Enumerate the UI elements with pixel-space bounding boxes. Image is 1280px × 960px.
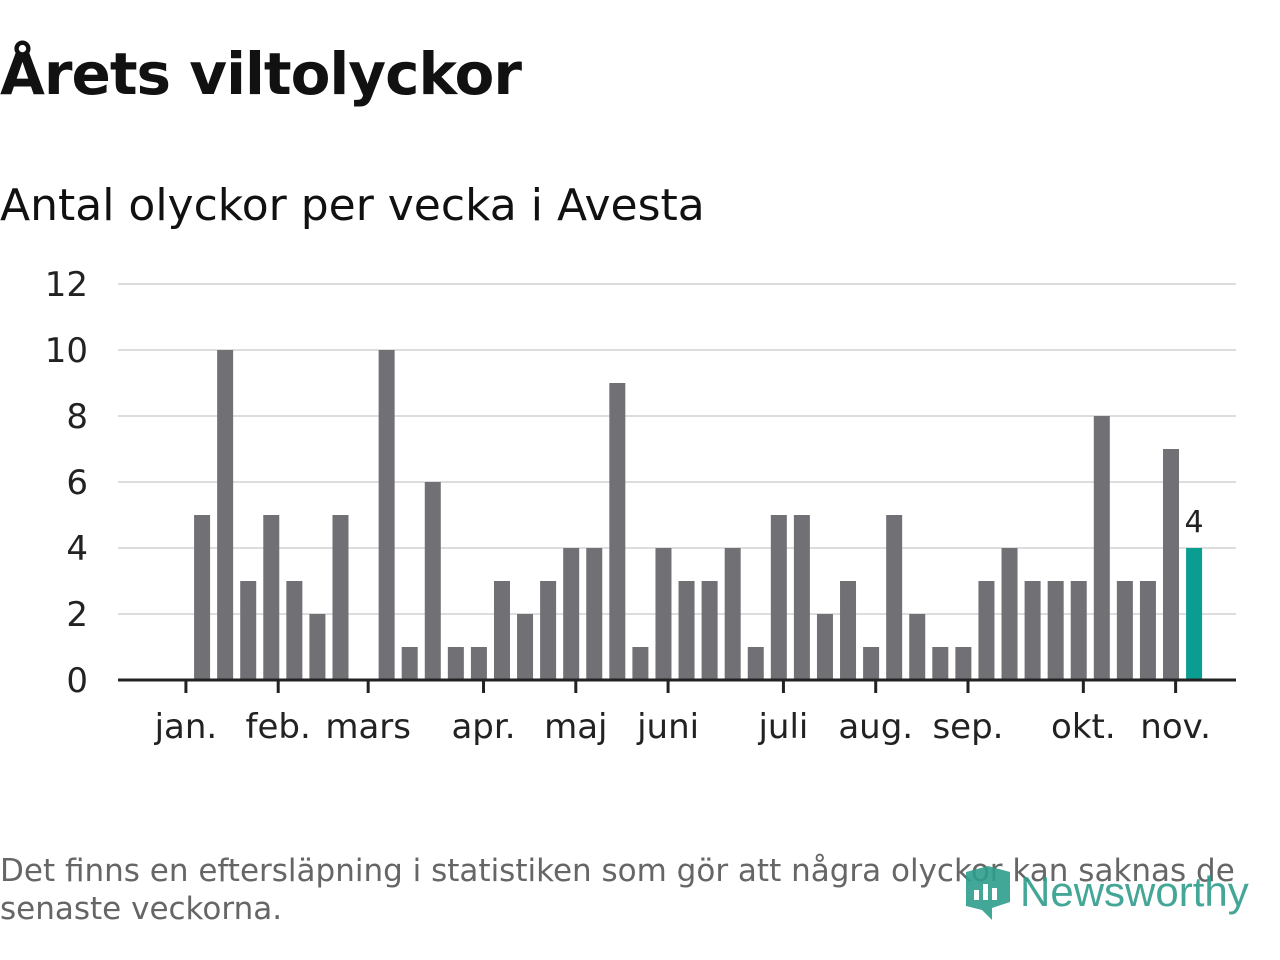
y-tick-label-0: 0 (66, 661, 88, 701)
bar-chart: 0 2 4 6 8 10 12 jan. feb. mars apr. maj juni juli aug… (45, 265, 1236, 747)
bar-week-3 (217, 350, 234, 680)
bar-week-5 (263, 515, 280, 680)
bar-week-20 (609, 383, 626, 680)
bar-week-38 (1024, 581, 1041, 680)
x-tick-label-feb.: feb. (246, 707, 311, 747)
x-tick-label-aug.: aug. (838, 707, 913, 747)
bar-week-4 (240, 581, 257, 680)
x-tick-label-nov.: nov. (1140, 707, 1211, 747)
bar-week-17 (540, 581, 557, 680)
bar-week-10 (378, 350, 395, 680)
footnote: Det finns en eftersläpning i statistiken… (0, 853, 1235, 927)
y-tick-label-12: 12 (45, 265, 88, 305)
x-tick-label-juni: juni (636, 707, 699, 747)
bar-week-42 (1116, 581, 1133, 680)
bar-week-7 (309, 614, 326, 680)
newsworthy-logo: Newsworthy (962, 862, 1249, 922)
bar-week-31 (863, 647, 880, 680)
bar-week-32 (886, 515, 903, 680)
bar-week-41 (1093, 416, 1110, 680)
bar-week-30 (840, 581, 857, 680)
bar-week-40 (1070, 581, 1087, 680)
y-tick-label-4: 4 (66, 529, 88, 569)
x-axis-ticks: jan. feb. mars apr. maj juni juli aug. sep. okt. n… (154, 680, 1211, 747)
bar-week-35 (955, 647, 972, 680)
bar-week-23 (678, 581, 695, 680)
bar-week-24 (701, 581, 718, 680)
bar-week-34 (932, 647, 949, 680)
x-tick-label-jan.: jan. (154, 707, 218, 747)
y-axis-ticks: 0 2 4 6 8 10 12 (45, 265, 88, 701)
bar-week-28 (793, 515, 810, 680)
bar-week-15 (493, 581, 510, 680)
bar-week-6 (286, 581, 303, 680)
bar-week-2 (194, 515, 211, 680)
bar-week-26 (747, 647, 764, 680)
newsworthy-logo-icon (966, 866, 1010, 920)
bar-week-21 (632, 647, 649, 680)
bar-week-18 (563, 548, 580, 680)
bar-week-44 (1163, 449, 1180, 680)
chart-subtitle: Antal olyckor per vecka i Avesta (0, 180, 705, 231)
bar-week-29 (816, 614, 833, 680)
chart-title: Årets viltolyckor (0, 40, 522, 108)
x-tick-label-okt.: okt. (1051, 707, 1116, 747)
x-tick-label-mars: mars (325, 707, 411, 747)
y-tick-label-10: 10 (45, 331, 88, 371)
bar-week-13 (447, 647, 464, 680)
bar-week-45 (1186, 548, 1203, 680)
bar-week-27 (770, 515, 787, 680)
y-tick-label-2: 2 (66, 595, 88, 635)
bar-week-33 (909, 614, 926, 680)
x-tick-label-maj: maj (544, 707, 607, 747)
bar-week-14 (470, 647, 487, 680)
bars (194, 350, 1203, 680)
highlight-value-label: 4 (1185, 505, 1204, 540)
bar-week-39 (1047, 581, 1064, 680)
x-tick-label-sep.: sep. (932, 707, 1003, 747)
x-tick-label-apr.: apr. (451, 707, 515, 747)
y-tick-label-6: 6 (66, 463, 88, 503)
bar-week-12 (424, 482, 441, 680)
bar-week-37 (1001, 548, 1018, 680)
gridlines (118, 283, 1236, 615)
x-tick-label-juli: juli (757, 707, 808, 747)
bar-week-22 (655, 548, 672, 680)
bar-week-25 (724, 548, 741, 680)
bar-week-16 (517, 614, 534, 680)
newsworthy-logo-text: Newsworthy (1020, 868, 1249, 915)
bar-week-11 (401, 647, 418, 680)
bar-week-19 (586, 548, 603, 680)
y-tick-label-8: 8 (66, 397, 88, 437)
bar-week-36 (978, 581, 995, 680)
data-labels: 4 (1185, 505, 1204, 540)
bar-week-8 (332, 515, 349, 680)
bar-week-43 (1139, 581, 1156, 680)
